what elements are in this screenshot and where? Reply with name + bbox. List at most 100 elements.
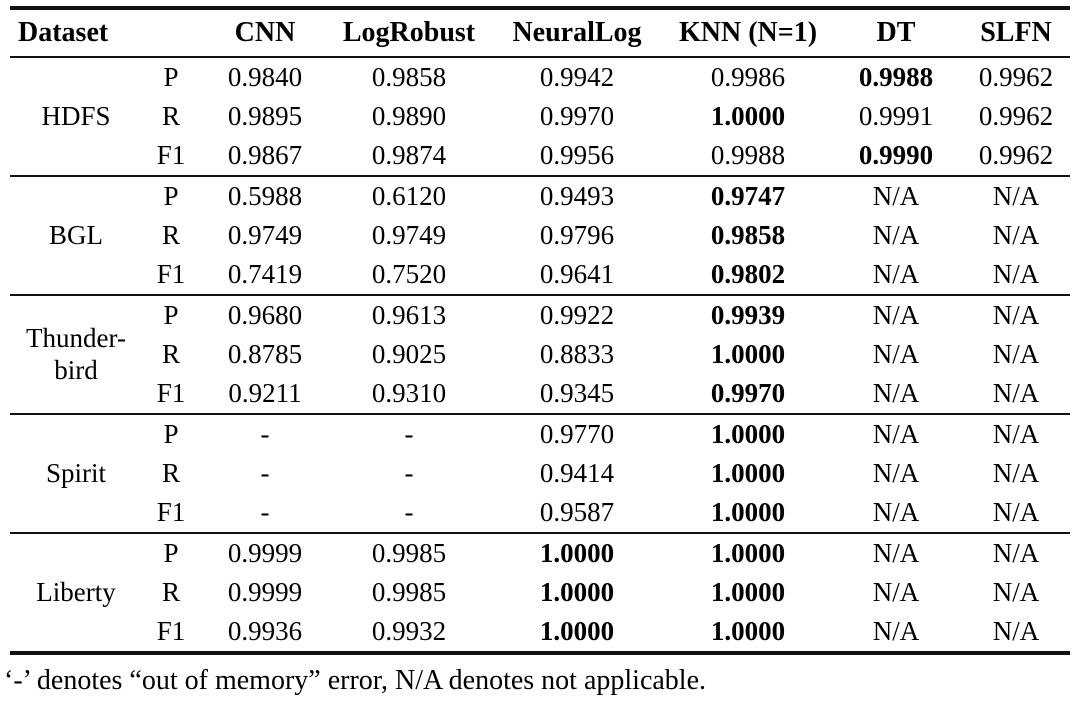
col-header-slfn: SLFN bbox=[962, 8, 1070, 58]
dataset-label: Spirit bbox=[10, 413, 142, 533]
col-header-metric bbox=[142, 8, 200, 58]
metric-label: P bbox=[142, 413, 200, 454]
value-cell: 0.8833 bbox=[539, 339, 615, 369]
value-cell: 0.7520 bbox=[371, 259, 447, 289]
value-cell: N/A bbox=[830, 413, 962, 454]
value-cell: - bbox=[404, 497, 414, 527]
value-cell: N/A bbox=[992, 577, 1040, 607]
metric-row: F1 0.9867 0.9874 0.9956 0.9988 0.9990 0.9962 bbox=[10, 136, 1070, 176]
value-cell: 0.7419 bbox=[227, 259, 303, 289]
value-cell: 0.9867 bbox=[227, 140, 303, 170]
value-cell: N/A bbox=[872, 259, 920, 289]
metric-row: R 0.9999 0.9985 1.0000 1.0000 N/A N/A bbox=[10, 573, 1070, 612]
value-cell: - bbox=[260, 458, 270, 488]
value-cell: N/A bbox=[962, 294, 1070, 335]
value-cell: N/A bbox=[992, 220, 1040, 250]
value-cell: N/A bbox=[872, 577, 920, 607]
value-cell: 0.9939 bbox=[666, 294, 830, 335]
value-cell: 0.9988 bbox=[858, 62, 934, 92]
value-cell: 0.9840 bbox=[227, 62, 303, 92]
value-cell: N/A bbox=[992, 378, 1040, 408]
metric-label: R bbox=[161, 339, 180, 369]
value-cell: N/A bbox=[872, 497, 920, 527]
value-cell: 0.9641 bbox=[539, 259, 615, 289]
dataset-label: BGL bbox=[10, 175, 142, 295]
value-cell: 1.0000 bbox=[710, 577, 786, 607]
header-row: Dataset CNN LogRobust NeuralLog KNN (N=1… bbox=[10, 8, 1070, 58]
value-cell: N/A bbox=[992, 616, 1040, 646]
value-cell: N/A bbox=[872, 458, 920, 488]
value-cell: 0.9211 bbox=[228, 378, 302, 408]
metric-label: R bbox=[161, 220, 180, 250]
value-cell: 1.0000 bbox=[710, 497, 786, 527]
value-cell: N/A bbox=[830, 175, 962, 216]
metric-label: P bbox=[142, 532, 200, 573]
value-cell: 0.9986 bbox=[710, 62, 786, 92]
value-cell: 0.6120 bbox=[330, 175, 488, 216]
results-table: Dataset CNN LogRobust NeuralLog KNN (N=1… bbox=[10, 6, 1070, 655]
value-cell: 0.9493 bbox=[488, 175, 666, 216]
col-header-cnn: CNN bbox=[200, 8, 330, 58]
value-cell: 0.8785 bbox=[227, 339, 303, 369]
value-cell: N/A bbox=[872, 616, 920, 646]
value-cell: 0.9970 bbox=[710, 378, 786, 408]
metric-label: R bbox=[161, 101, 180, 131]
metric-label: F1 bbox=[156, 378, 186, 408]
value-cell: 0.9680 bbox=[200, 294, 330, 335]
metric-label: P bbox=[142, 175, 200, 216]
value-cell: 0.9749 bbox=[371, 220, 447, 250]
value-cell: 0.9587 bbox=[539, 497, 615, 527]
metric-label: P bbox=[163, 62, 179, 92]
value-cell: 0.9962 bbox=[978, 101, 1054, 131]
col-header-knn: KNN (N=1) bbox=[666, 8, 830, 58]
value-cell: 0.9970 bbox=[539, 101, 615, 131]
metric-row: Liberty P 0.9999 0.9985 1.0000 1.0000 N/A N/A bbox=[10, 532, 1070, 653]
metric-row: Spirit P - -0.9770 1.0000 N/A N/A bbox=[10, 413, 1070, 533]
value-cell: N/A bbox=[962, 532, 1070, 573]
metric-label: F1 bbox=[156, 616, 186, 646]
col-header-neurallog: NeuralLog bbox=[488, 8, 666, 58]
metric-row: HDFS P 0.9840 0.9858 0.9942 0.9986 0.9988 0.996… bbox=[10, 57, 1070, 131]
metric-row: R 0.9895 0.9890 0.9970 1.0000 0.9991 0.9962 bbox=[10, 97, 1070, 136]
value-cell: N/A bbox=[830, 532, 962, 573]
value-cell: 0.9770 bbox=[488, 413, 666, 454]
dataset-label: Thunder- bird bbox=[10, 294, 142, 414]
value-cell: 1.0000 bbox=[666, 532, 830, 573]
metric-label: R bbox=[161, 458, 180, 488]
value-cell: 0.9988 bbox=[710, 140, 786, 170]
value-cell: - bbox=[404, 458, 414, 488]
value-cell: 0.9890 bbox=[371, 101, 447, 131]
metric-label: F1 bbox=[156, 497, 186, 527]
value-cell: 0.9345 bbox=[539, 378, 615, 408]
value-cell: 0.9749 bbox=[227, 220, 303, 250]
value-cell: 0.9942 bbox=[539, 62, 615, 92]
table-body: HDFS P 0.9840 0.9858 0.9942 0.9986 0.9988 0.996… bbox=[10, 57, 1070, 653]
metric-row: Thunder- bird P 0.9680 0.9613 0.9922 0.9939 N/… bbox=[10, 294, 1070, 414]
value-cell: 1.0000 bbox=[539, 616, 615, 646]
metric-row: F1 0.7419 0.7520 0.9641 0.9802 N/A N/A bbox=[10, 255, 1070, 295]
value-cell: 0.9990 bbox=[858, 140, 934, 170]
value-cell: N/A bbox=[872, 339, 920, 369]
value-cell: 1.0000 bbox=[710, 101, 786, 131]
col-header-logrobust: LogRobust bbox=[330, 8, 488, 58]
metric-row: F1 0.9211 0.9310 0.9345 0.9970 N/A N/A bbox=[10, 374, 1070, 414]
col-header-dt: DT bbox=[830, 8, 962, 58]
value-cell: - bbox=[200, 413, 330, 454]
value-cell: 1.0000 bbox=[710, 616, 786, 646]
value-cell: N/A bbox=[830, 294, 962, 335]
value-cell: 0.9874 bbox=[371, 140, 447, 170]
value-cell: 0.9747 bbox=[666, 175, 830, 216]
value-cell: 0.9962 bbox=[978, 62, 1054, 92]
value-cell: 0.5988 bbox=[200, 175, 330, 216]
metric-label: R bbox=[161, 577, 180, 607]
value-cell: N/A bbox=[992, 458, 1040, 488]
value-cell: N/A bbox=[992, 339, 1040, 369]
value-cell: 0.9985 bbox=[330, 532, 488, 573]
value-cell: 1.0000 bbox=[539, 577, 615, 607]
metric-row: BGL P 0.5988 0.6120 0.9493 0.9747 N/A N/A bbox=[10, 175, 1070, 295]
value-cell: 1.0000 bbox=[666, 413, 830, 454]
value-cell: N/A bbox=[992, 259, 1040, 289]
value-cell: 0.9858 bbox=[710, 220, 786, 250]
value-cell: N/A bbox=[962, 413, 1070, 454]
value-cell: 0.9991 bbox=[858, 101, 934, 131]
